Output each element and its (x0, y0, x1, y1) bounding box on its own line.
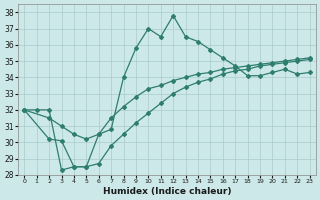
X-axis label: Humidex (Indice chaleur): Humidex (Indice chaleur) (103, 187, 231, 196)
